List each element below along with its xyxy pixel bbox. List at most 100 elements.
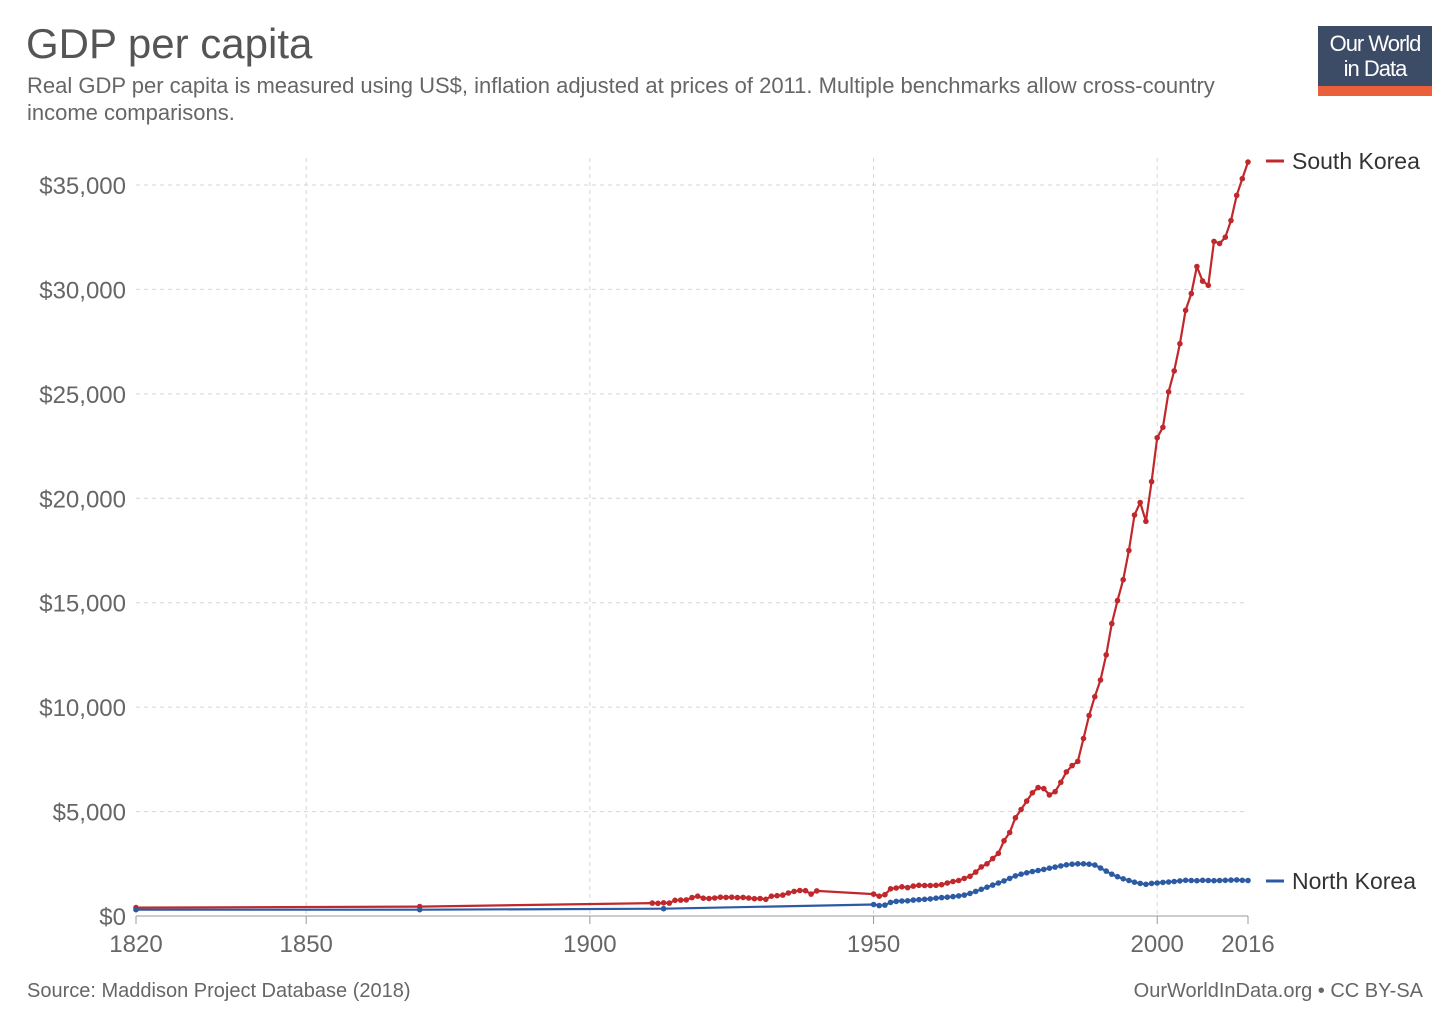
- y-tick-label: $20,000: [39, 486, 126, 513]
- data-point: [1109, 620, 1115, 627]
- data-point: [1086, 861, 1092, 867]
- data-point: [887, 886, 894, 892]
- data-point: [1114, 597, 1121, 604]
- data-point: [910, 897, 917, 903]
- data-point: [1171, 878, 1177, 885]
- data-point: [916, 896, 922, 903]
- data-point: [1103, 868, 1109, 874]
- data-point: [1012, 873, 1019, 879]
- data-point: [740, 894, 746, 901]
- data-point: [1080, 735, 1087, 742]
- data-point: [1075, 861, 1081, 867]
- data-point: [984, 884, 990, 890]
- data-point: [904, 884, 911, 891]
- data-point: [1018, 871, 1024, 877]
- data-point: [672, 897, 678, 904]
- data-point: [916, 882, 922, 889]
- data-point: [1097, 677, 1104, 683]
- legend-label[interactable]: North Korea: [1292, 868, 1416, 894]
- data-point: [677, 897, 684, 903]
- x-tick-label: 2016: [1221, 931, 1274, 958]
- data-point: [1245, 159, 1251, 165]
- data-point: [944, 894, 951, 900]
- data-point: [1143, 881, 1149, 888]
- data-point: [1069, 762, 1075, 769]
- y-axis-ticks: $0 $5,000 $10,000 $15,000 $20,000 $25,000 $30,…: [39, 173, 126, 931]
- data-point: [978, 886, 985, 893]
- series-layer: [133, 159, 1251, 913]
- data-point: [1114, 873, 1121, 880]
- data-point: [1063, 769, 1070, 775]
- data-point: [1160, 424, 1166, 431]
- x-tick-label: 1850: [280, 931, 333, 958]
- chart-title: GDP per capita: [26, 20, 313, 67]
- y-tick-label: $0: [99, 904, 126, 931]
- data-point: [1165, 389, 1172, 395]
- data-point: [791, 888, 797, 895]
- data-point: [989, 855, 996, 862]
- data-point: [723, 894, 729, 901]
- data-point: [882, 891, 888, 898]
- data-point: [876, 902, 882, 909]
- data-point: [1023, 798, 1030, 804]
- data-point: [933, 882, 939, 889]
- data-point: [967, 873, 973, 880]
- data-point: [1194, 263, 1200, 270]
- data-point: [780, 892, 786, 898]
- license-link[interactable]: OurWorldInData.org • CC BY-SA: [1133, 980, 1423, 1002]
- owid-logo[interactable]: Our World in Data: [1318, 26, 1432, 96]
- data-point: [814, 888, 820, 894]
- data-point: [1001, 878, 1007, 884]
- logo-accent-bar: [1318, 86, 1432, 96]
- data-point: [882, 902, 888, 908]
- data-point: [689, 894, 695, 901]
- data-point: [774, 892, 780, 899]
- data-point: [1058, 779, 1064, 786]
- data-point: [1177, 340, 1183, 347]
- data-point: [904, 898, 911, 904]
- data-point: [1182, 307, 1189, 314]
- series-south-korea[interactable]: [133, 159, 1251, 911]
- data-point: [1120, 876, 1126, 882]
- data-point: [133, 906, 139, 913]
- data-point: [899, 898, 905, 904]
- data-point: [1211, 238, 1217, 245]
- data-point: [706, 895, 712, 902]
- legend-label[interactable]: South Korea: [1292, 148, 1420, 174]
- data-point: [1006, 875, 1013, 882]
- y-tick-label: $10,000: [39, 695, 126, 722]
- x-tick-label: 2000: [1131, 931, 1184, 958]
- data-point: [768, 893, 775, 899]
- data-point: [950, 893, 956, 900]
- data-point: [961, 892, 968, 898]
- data-point: [1216, 240, 1223, 247]
- x-tick-label: 1900: [563, 931, 616, 958]
- data-point: [938, 881, 945, 888]
- data-point: [1171, 368, 1177, 374]
- data-point: [899, 884, 905, 890]
- data-point: [1182, 877, 1189, 884]
- data-point: [1188, 290, 1195, 297]
- data-point: [808, 891, 814, 897]
- data-point: [876, 893, 882, 899]
- logo-line-2: in Data: [1343, 56, 1408, 81]
- data-point: [1109, 871, 1115, 877]
- data-point: [961, 875, 968, 882]
- data-point: [870, 891, 877, 897]
- data-point: [1205, 877, 1212, 884]
- data-point: [1041, 785, 1047, 792]
- source-note: Source: Maddison Project Database (2018): [27, 980, 411, 1002]
- data-point: [1069, 861, 1075, 867]
- data-point: [717, 894, 724, 900]
- data-point: [1029, 868, 1036, 875]
- data-point: [1211, 877, 1217, 884]
- series-north-korea[interactable]: [133, 861, 1251, 913]
- data-point: [1154, 880, 1160, 886]
- data-point: [1046, 792, 1053, 798]
- data-point: [972, 869, 979, 875]
- data-point: [955, 893, 962, 899]
- data-point: [984, 861, 990, 867]
- y-tick-label: $15,000: [39, 591, 126, 618]
- data-point: [1023, 870, 1030, 876]
